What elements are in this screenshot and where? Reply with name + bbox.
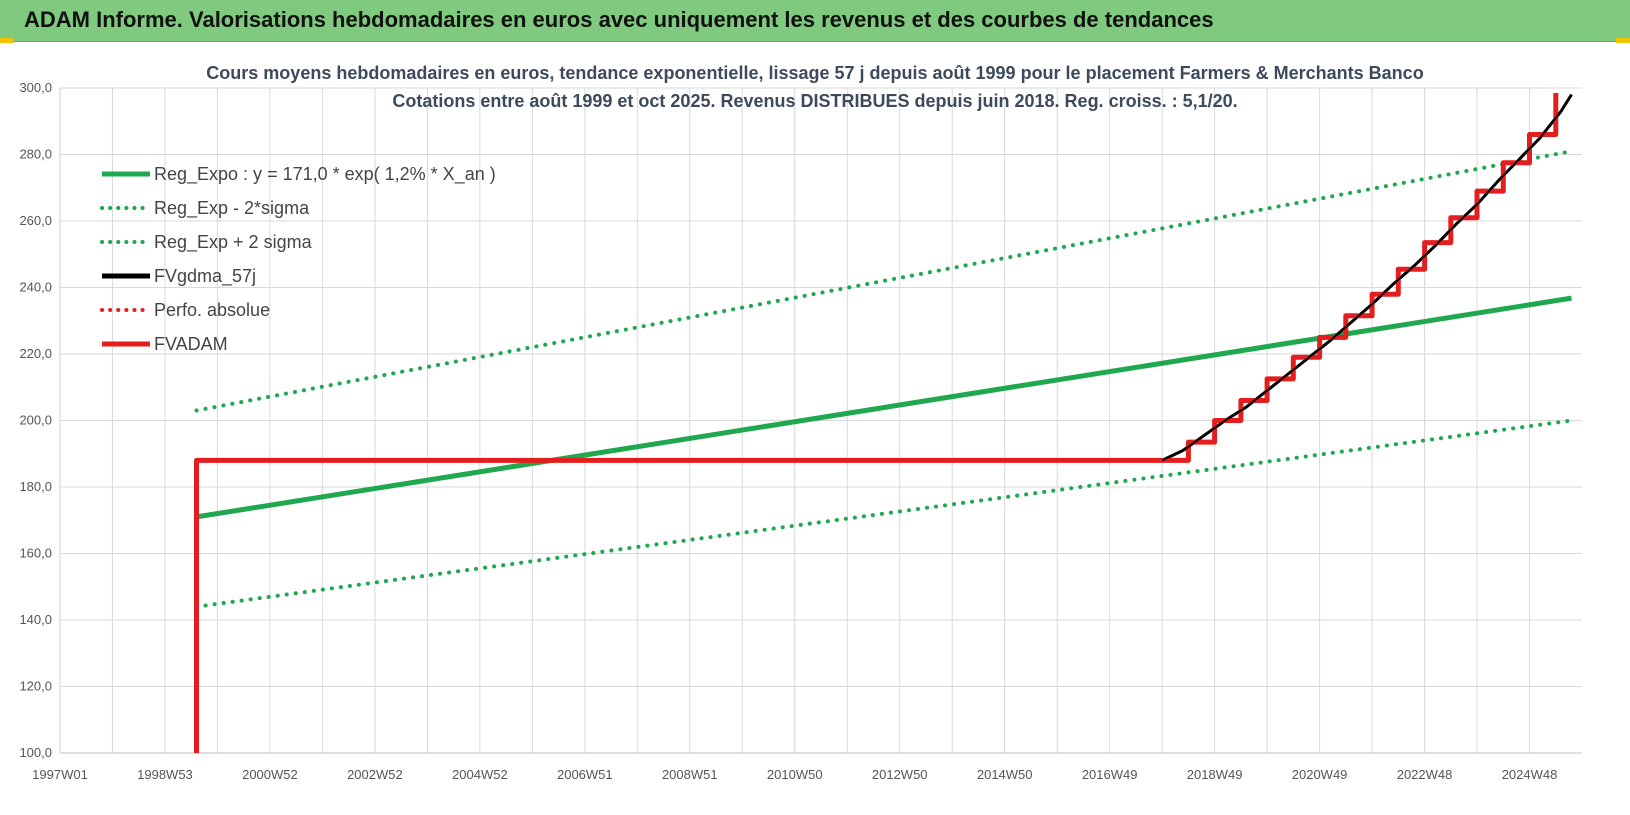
y-tick-label: 200,0 — [19, 413, 52, 428]
x-tick-label: 2016W49 — [1082, 767, 1138, 782]
grid — [59, 87, 1582, 754]
y-tick-label: 220,0 — [19, 346, 52, 361]
x-tick-label: 2010W50 — [767, 767, 823, 782]
legend-label-fvgdma-57j: FVgdma_57j — [154, 266, 256, 287]
legend-label-reg-exp-2-sigma: Reg_Exp + 2 sigma — [154, 232, 313, 253]
x-tick-label: 2008W51 — [662, 767, 718, 782]
legend-label-fvadam: FVADAM — [154, 334, 228, 354]
x-tick-label: 2024W48 — [1502, 767, 1558, 782]
x-tick-label: 2014W50 — [977, 767, 1033, 782]
x-tick-label: 1997W01 — [32, 767, 88, 782]
x-tick-label: 2002W52 — [347, 767, 403, 782]
y-tick-label: 160,0 — [19, 546, 52, 561]
y-tick-label: 120,0 — [19, 679, 52, 694]
legend-label-reg-expo-y-171-0-exp-1-2-x-an: Reg_Expo : y = 171,0 * exp( 1,2% * X_an … — [154, 164, 496, 185]
y-tick-label: 140,0 — [19, 612, 52, 627]
x-tick-label: 2022W48 — [1397, 767, 1453, 782]
series-reg-expo-y-171-0-exp-1-2-x-an — [196, 295, 1572, 520]
y-tick-label: 300,0 — [19, 80, 52, 95]
series-reg-exp-2-sigma — [194, 418, 1574, 609]
chart-title: Cours moyens hebdomadaires en euros, ten… — [206, 63, 1423, 83]
x-tick-label: 2020W49 — [1292, 767, 1348, 782]
corner-marker-left — [0, 38, 14, 43]
y-tick-label: 180,0 — [19, 479, 52, 494]
x-axis: 1997W01 1998W53 2000W52 2002W52 2004W52 2006W… — [32, 767, 1557, 782]
report-title: ADAM Informe. Valorisations hebdomadaire… — [24, 7, 1214, 32]
chart: 300,0 280,0 260,0 240,0 220,0 200,0 180,0 160,0… — [19, 63, 1582, 782]
plot-area — [194, 93, 1574, 753]
chart-subtitle: Cotations entre août 1999 et oct 2025. R… — [392, 91, 1237, 111]
series-fvgdma-57j-overlay — [1161, 94, 1573, 462]
y-tick-label: 280,0 — [19, 147, 52, 162]
report-header: ADAM Informe. Valorisations hebdomadaire… — [0, 0, 1630, 42]
series-fvadam — [194, 93, 1559, 753]
corner-marker-right — [1616, 38, 1630, 43]
series-reg-exp-2-sigma — [194, 149, 1574, 413]
y-tick-label: 240,0 — [19, 280, 52, 295]
y-tick-label: 100,0 — [19, 745, 52, 760]
x-tick-label: 1998W53 — [137, 767, 193, 782]
x-tick-label: 2000W52 — [242, 767, 298, 782]
legend: Reg_Expo : y = 171,0 * exp( 1,2% * X_an … — [100, 164, 496, 354]
y-axis: 300,0 280,0 260,0 240,0 220,0 200,0 180,0 160,0… — [19, 80, 52, 760]
y-tick-label: 260,0 — [19, 213, 52, 228]
x-tick-label: 2006W51 — [557, 767, 613, 782]
x-tick-label: 2004W52 — [452, 767, 508, 782]
x-tick-label: 2018W49 — [1187, 767, 1243, 782]
legend-label-perfo-absolue: Perfo. absolue — [154, 300, 270, 320]
x-tick-label: 2012W50 — [872, 767, 928, 782]
legend-label-reg-exp-2-sigma: Reg_Exp - 2*sigma — [154, 198, 310, 219]
